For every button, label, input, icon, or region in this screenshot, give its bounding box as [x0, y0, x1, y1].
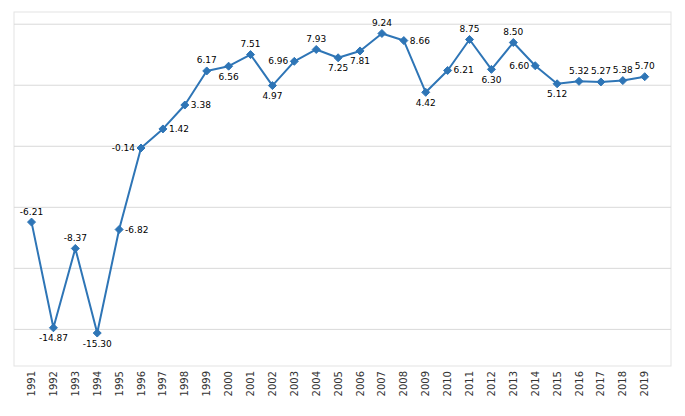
marker [49, 324, 57, 332]
x-tick-label: 2017 [595, 371, 606, 396]
marker [28, 218, 36, 226]
x-tick-label: 1999 [201, 371, 212, 396]
x-tick-label: 2009 [420, 371, 431, 396]
x-tick-label: 2003 [289, 371, 300, 396]
x-tick-label: 2013 [508, 371, 519, 396]
marker [115, 226, 123, 234]
plot-frame [14, 12, 671, 366]
x-tick-label: 2012 [486, 371, 497, 396]
x-tick-label: 2008 [398, 371, 409, 396]
data-label: 5.70 [635, 61, 655, 71]
data-label: -8.37 [64, 233, 87, 243]
grid-line [14, 268, 671, 269]
marker [181, 101, 189, 109]
data-label: 4.97 [262, 91, 282, 101]
marker [247, 51, 255, 59]
marker [203, 67, 211, 75]
data-label: 9.24 [372, 18, 392, 28]
x-tick-label: 1995 [114, 371, 125, 396]
marker [466, 35, 474, 43]
data-label: 6.96 [268, 56, 288, 66]
data-label: 7.25 [328, 63, 348, 73]
data-label: 5.38 [613, 65, 633, 75]
data-label: 7.81 [350, 56, 370, 66]
x-tick-label: 1997 [157, 371, 168, 396]
marker [290, 57, 298, 65]
data-label: 7.93 [306, 34, 326, 44]
data-label: 1.42 [169, 124, 189, 134]
marker [334, 54, 342, 62]
x-tick-label: 1998 [179, 371, 190, 396]
marker [225, 62, 233, 70]
x-tick-label: 2015 [552, 371, 563, 396]
x-tick-label: 1993 [70, 371, 81, 396]
x-tick-label: 2019 [639, 371, 650, 396]
marker [531, 62, 539, 70]
x-tick-label: 2004 [311, 371, 322, 396]
marker [597, 78, 605, 86]
marker [268, 82, 276, 90]
x-tick-label: 2001 [245, 371, 256, 396]
marker [444, 66, 452, 74]
data-label: -6.82 [125, 225, 148, 235]
data-label: 4.42 [416, 98, 436, 108]
marker [71, 244, 79, 252]
data-label: 5.32 [569, 66, 589, 76]
x-tick-label: 2011 [464, 371, 475, 396]
marker [93, 329, 101, 337]
data-label: -6.21 [20, 207, 43, 217]
marker [137, 144, 145, 152]
x-axis: 1991 1992 1993 1994 1995 1996 1997 1998 1999 2000… [26, 371, 650, 396]
data-label: 5.27 [591, 66, 611, 76]
x-tick-label: 2007 [376, 371, 387, 396]
data-label: 3.38 [191, 100, 211, 110]
grid-line [14, 329, 671, 330]
x-tick-label: 2018 [617, 371, 628, 396]
data-label: 5.12 [547, 89, 567, 99]
marker [378, 29, 386, 37]
data-labels: -6.21 -14.87 -8.37 -15.30 -6.82 -0.14 1.42 3.38… [20, 18, 655, 349]
marker [159, 125, 167, 133]
series [28, 29, 649, 337]
x-tick-label: 1991 [26, 371, 37, 396]
x-tick-label: 2016 [574, 371, 585, 396]
x-tick-label: 2014 [530, 371, 541, 396]
marker [553, 80, 561, 88]
data-label: 6.21 [454, 65, 474, 75]
x-tick-label: 1992 [48, 371, 59, 396]
x-tick-label: 1996 [136, 371, 147, 396]
marker [356, 47, 364, 55]
data-label: 6.30 [481, 75, 501, 85]
marker [575, 77, 583, 85]
x-tick-label: 2005 [333, 371, 344, 396]
marker [619, 77, 627, 85]
marker [400, 37, 408, 45]
data-label: 8.50 [503, 27, 523, 37]
marker [422, 88, 430, 96]
grid-line [14, 24, 671, 25]
data-label: 6.60 [509, 61, 529, 71]
data-label: -14.87 [39, 333, 68, 343]
x-tick-label: 2000 [223, 371, 234, 396]
grid-line [14, 207, 671, 208]
data-label: 6.17 [197, 55, 217, 65]
chart: 1991 1992 1993 1994 1995 1996 1997 1998 1999 2000… [0, 0, 685, 416]
marker [641, 73, 649, 81]
marker [509, 39, 517, 47]
grid-line [14, 85, 671, 86]
marker [312, 45, 320, 53]
grid [14, 24, 671, 329]
x-tick-label: 2002 [267, 371, 278, 396]
marker [487, 65, 495, 73]
data-label: 8.66 [410, 36, 430, 46]
data-label: 6.56 [219, 72, 239, 82]
data-label: 7.51 [240, 39, 260, 49]
data-label: -0.14 [112, 143, 136, 153]
line [32, 33, 645, 333]
data-label: -15.30 [83, 339, 112, 349]
data-label: 8.75 [459, 24, 479, 34]
x-tick-label: 2006 [355, 371, 366, 396]
x-tick-label: 2010 [442, 371, 453, 396]
x-tick-label: 1994 [92, 371, 103, 396]
